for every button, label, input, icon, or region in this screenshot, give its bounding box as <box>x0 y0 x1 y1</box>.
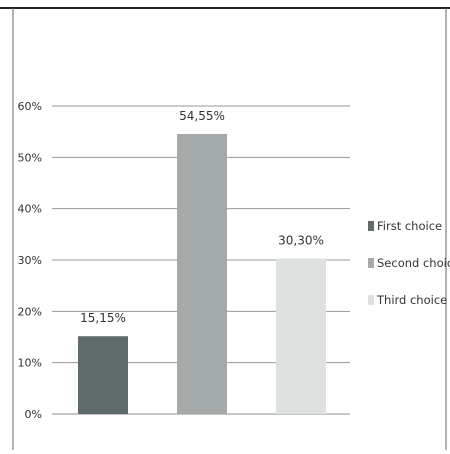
legend-swatch-3 <box>368 295 374 305</box>
y-tick-label: 50% <box>18 151 42 164</box>
legend-swatch-1 <box>368 221 374 231</box>
legend-swatch-2 <box>368 258 374 268</box>
legend: First choice Second choice Third choice <box>368 219 450 307</box>
y-axis-tick-labels: 0% 10% 20% 30% 40% 50% 60% <box>18 100 42 421</box>
y-tick-label: 20% <box>18 305 42 318</box>
y-tick-label: 0% <box>25 408 42 421</box>
bar-1 <box>78 336 128 414</box>
data-label: 30,30% <box>278 233 324 247</box>
bars <box>78 133 326 414</box>
data-label: 54,55% <box>179 109 225 123</box>
data-labels: 15,15% 54,55% 30,30% <box>80 109 324 325</box>
data-label: 15,15% <box>80 311 126 325</box>
bar-2 <box>177 133 227 414</box>
legend-label: Third choice <box>376 293 447 307</box>
y-tick-label: 60% <box>18 100 42 113</box>
y-tick-label: 30% <box>18 254 42 267</box>
bar-3 <box>276 258 326 414</box>
y-tick-label: 40% <box>18 203 42 216</box>
legend-label: First choice <box>377 219 442 233</box>
legend-label: Second choice <box>377 256 450 270</box>
y-tick-label: 10% <box>18 357 42 370</box>
